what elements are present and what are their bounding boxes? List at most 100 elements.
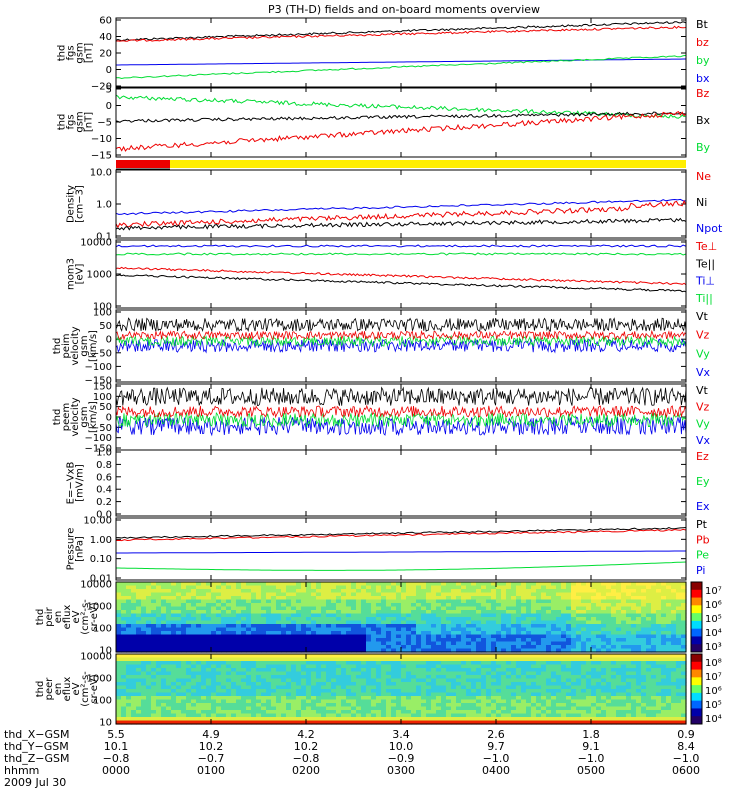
spectrogram-cell bbox=[206, 585, 212, 590]
spectrogram-cell bbox=[321, 624, 327, 629]
spectrogram-cell bbox=[576, 645, 582, 650]
spectrogram-cell bbox=[376, 661, 382, 666]
spectrogram-cell bbox=[361, 638, 367, 643]
spectrogram-cell bbox=[296, 661, 302, 666]
spectrogram-cell bbox=[411, 634, 417, 639]
spectrogram-cell bbox=[566, 592, 572, 597]
spectrogram-cell bbox=[456, 624, 462, 629]
spectrogram-cell bbox=[271, 589, 277, 594]
spectrogram-cell bbox=[166, 613, 172, 618]
spectrogram-cell bbox=[501, 706, 507, 711]
spectrogram-cell bbox=[646, 692, 652, 697]
spectrogram-cell bbox=[631, 603, 637, 608]
spectrogram-cell bbox=[221, 664, 227, 669]
spectrogram-cell bbox=[611, 682, 617, 687]
spectrogram-cell bbox=[181, 638, 187, 643]
spectrogram-cell bbox=[136, 720, 142, 725]
spectrogram-cell bbox=[381, 654, 387, 659]
spectrogram-cell bbox=[126, 682, 132, 687]
spectrogram-cell bbox=[526, 620, 532, 625]
spectrogram-cell bbox=[546, 648, 552, 653]
spectrogram-cell bbox=[626, 613, 632, 618]
spectrogram-cell bbox=[141, 668, 147, 673]
spectrogram-cell bbox=[536, 678, 542, 683]
spectrogram-cell bbox=[466, 631, 472, 636]
spectrogram-cell bbox=[536, 654, 542, 659]
spectrogram-cell bbox=[616, 657, 622, 662]
spectrogram-cell bbox=[326, 589, 332, 594]
spectrogram-cell bbox=[651, 678, 657, 683]
spectrogram-cell bbox=[201, 675, 207, 680]
spectrogram-cell bbox=[246, 699, 252, 704]
spectrogram-cell bbox=[151, 678, 157, 683]
series-line-Ni bbox=[115, 217, 687, 231]
spectrogram-cell bbox=[266, 720, 272, 725]
spectrogram-cell bbox=[651, 720, 657, 725]
spectrogram-cell bbox=[456, 713, 462, 718]
legend-Vy: Vy bbox=[696, 347, 710, 360]
spectrogram-cell bbox=[256, 582, 262, 587]
spectrogram-cell bbox=[371, 678, 377, 683]
spectrogram-cell bbox=[286, 634, 292, 639]
spectrogram-cell bbox=[176, 654, 182, 659]
spectrogram-cell bbox=[161, 592, 167, 597]
spectrogram-cell bbox=[276, 585, 282, 590]
spectrogram-cell bbox=[306, 678, 312, 683]
spectrogram-cell bbox=[356, 661, 362, 666]
spectrogram-cell bbox=[366, 617, 372, 622]
spectrogram-cell bbox=[141, 613, 147, 618]
spectrogram-cell bbox=[446, 717, 452, 722]
spectrogram-cell bbox=[576, 657, 582, 662]
spectrogram-cell bbox=[401, 678, 407, 683]
spectrogram-cell bbox=[456, 631, 462, 636]
spectrogram-cell bbox=[191, 720, 197, 725]
spectrogram-cell bbox=[461, 671, 467, 676]
spectrogram-cell bbox=[476, 599, 482, 604]
spectrogram-cell bbox=[381, 678, 387, 683]
spectrogram-cell bbox=[571, 654, 577, 659]
spectrogram-cell bbox=[121, 596, 127, 601]
spectrogram-cell bbox=[296, 696, 302, 701]
spectrogram-cell bbox=[541, 610, 547, 615]
spectrogram-cell bbox=[276, 627, 282, 632]
spectrogram-cell bbox=[616, 675, 622, 680]
spectrogram-cell bbox=[641, 641, 647, 646]
y-axis-label-line: en bbox=[53, 683, 64, 696]
spectrogram-cell bbox=[506, 624, 512, 629]
spectrogram-cell bbox=[306, 582, 312, 587]
spectrogram-cell bbox=[466, 699, 472, 704]
spectrogram-cell bbox=[351, 671, 357, 676]
spectrogram-cell bbox=[471, 703, 477, 708]
spectrogram-cell bbox=[166, 668, 172, 673]
spectrogram-cell bbox=[651, 610, 657, 615]
spectrogram-cell bbox=[401, 668, 407, 673]
spectrogram-cell bbox=[356, 589, 362, 594]
spectrogram-cell bbox=[276, 631, 282, 636]
spectrogram-cell bbox=[346, 664, 352, 669]
spectrogram-cell bbox=[501, 720, 507, 725]
spectrogram-cell bbox=[241, 664, 247, 669]
spectrogram-cell bbox=[146, 592, 152, 597]
spectrogram-cell bbox=[626, 668, 632, 673]
spectrogram-cell bbox=[211, 706, 217, 711]
spectrogram-cell bbox=[131, 685, 137, 690]
spectrogram-cell bbox=[321, 627, 327, 632]
spectrogram-cell bbox=[316, 585, 322, 590]
spectrogram-cell bbox=[126, 699, 132, 704]
spectrogram-cell bbox=[271, 596, 277, 601]
spectrogram-cell bbox=[196, 689, 202, 694]
spectrogram-cell bbox=[336, 671, 342, 676]
spectrogram-cell bbox=[581, 703, 587, 708]
y-tick-label: 1000 bbox=[87, 602, 112, 613]
spectrogram-cell bbox=[621, 603, 627, 608]
spectrogram-cell bbox=[286, 603, 292, 608]
spectrogram-cell bbox=[516, 682, 522, 687]
spectrogram-cell bbox=[126, 617, 132, 622]
spectrogram-cell bbox=[166, 645, 172, 650]
spectrogram-cell bbox=[641, 657, 647, 662]
spectrogram-cell bbox=[361, 627, 367, 632]
spectrogram-cell bbox=[226, 692, 232, 697]
spectrogram-cell bbox=[201, 657, 207, 662]
spectrogram-cell bbox=[471, 631, 477, 636]
spectrogram-cell bbox=[241, 638, 247, 643]
